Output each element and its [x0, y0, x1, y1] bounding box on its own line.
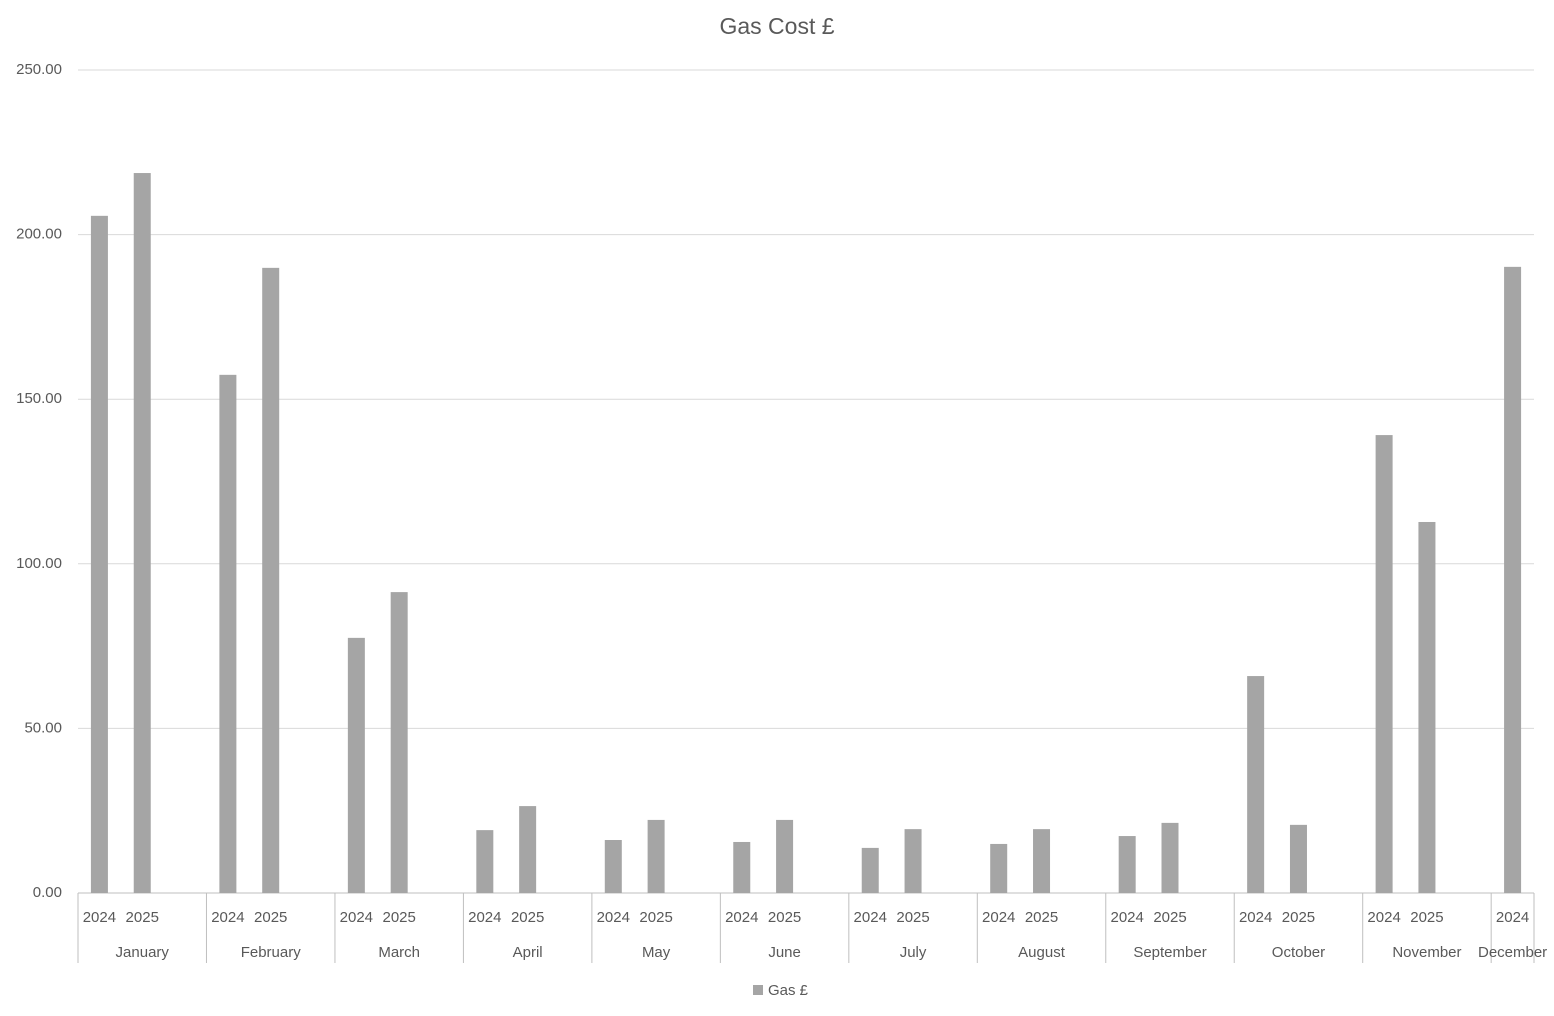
bar	[1161, 822, 1179, 893]
x-tick-label: 2024	[1239, 909, 1272, 926]
x-tick-label: 2024	[597, 909, 630, 926]
group-label: July	[900, 944, 927, 961]
bar	[390, 592, 408, 893]
group-label: November	[1392, 944, 1461, 961]
bar	[519, 806, 537, 893]
bar	[133, 173, 151, 893]
x-tick-label: 2025	[1410, 909, 1443, 926]
x-tick-label: 2025	[639, 909, 672, 926]
bar	[219, 374, 237, 893]
bar	[1504, 266, 1522, 894]
group-label: May	[642, 944, 671, 961]
x-tick-label: 2025	[768, 909, 801, 926]
x-tick-label: 2025	[1025, 909, 1058, 926]
group-label: January	[116, 944, 170, 961]
x-tick-label: 2025	[896, 909, 929, 926]
y-tick-label: 250.00	[16, 61, 62, 78]
x-tick-label: 2025	[126, 909, 159, 926]
bar	[647, 819, 665, 893]
x-tick-label: 2025	[1153, 909, 1186, 926]
legend-label: Gas £	[768, 982, 809, 999]
x-tick-label: 2024	[211, 909, 244, 926]
group-label: February	[241, 944, 302, 961]
x-tick-label: 2024	[1110, 909, 1143, 926]
bar	[476, 830, 494, 893]
group-label: December	[1478, 944, 1547, 961]
group-label: March	[378, 944, 420, 961]
bar	[604, 839, 622, 893]
group-label: April	[513, 944, 543, 961]
group-label: October	[1272, 944, 1325, 961]
bar	[861, 847, 879, 893]
x-tick-label: 2024	[83, 909, 116, 926]
y-tick-label: 100.00	[16, 555, 62, 572]
x-tick-label: 2025	[511, 909, 544, 926]
group-label: August	[1018, 944, 1066, 961]
chart-title: Gas Cost £	[719, 13, 834, 39]
bar	[904, 829, 922, 893]
x-tick-label: 2025	[382, 909, 415, 926]
bar	[733, 841, 751, 893]
legend-swatch	[753, 985, 763, 995]
y-tick-label: 200.00	[16, 226, 62, 243]
y-tick-label: 50.00	[24, 719, 62, 736]
x-tick-label: 2025	[1282, 909, 1315, 926]
bar	[1033, 829, 1051, 893]
x-tick-label: 2024	[1367, 909, 1400, 926]
bar	[1118, 836, 1136, 893]
bar	[1247, 676, 1265, 893]
bar	[1289, 824, 1307, 893]
bar	[990, 843, 1008, 893]
x-tick-label: 2025	[254, 909, 287, 926]
x-tick-label: 2024	[982, 909, 1015, 926]
group-label: June	[768, 944, 801, 961]
x-tick-label: 2024	[854, 909, 887, 926]
bar	[776, 819, 794, 893]
x-tick-label: 2024	[725, 909, 758, 926]
bar	[347, 637, 365, 893]
bar	[1418, 521, 1436, 893]
x-tick-label: 2024	[1496, 909, 1529, 926]
y-tick-label: 150.00	[16, 390, 62, 407]
y-tick-label: 0.00	[33, 884, 62, 901]
bar	[90, 215, 108, 894]
x-tick-label: 2024	[468, 909, 501, 926]
x-tick-label: 2024	[340, 909, 373, 926]
group-label: September	[1133, 944, 1206, 961]
bar	[262, 267, 280, 893]
bar	[1375, 435, 1393, 893]
